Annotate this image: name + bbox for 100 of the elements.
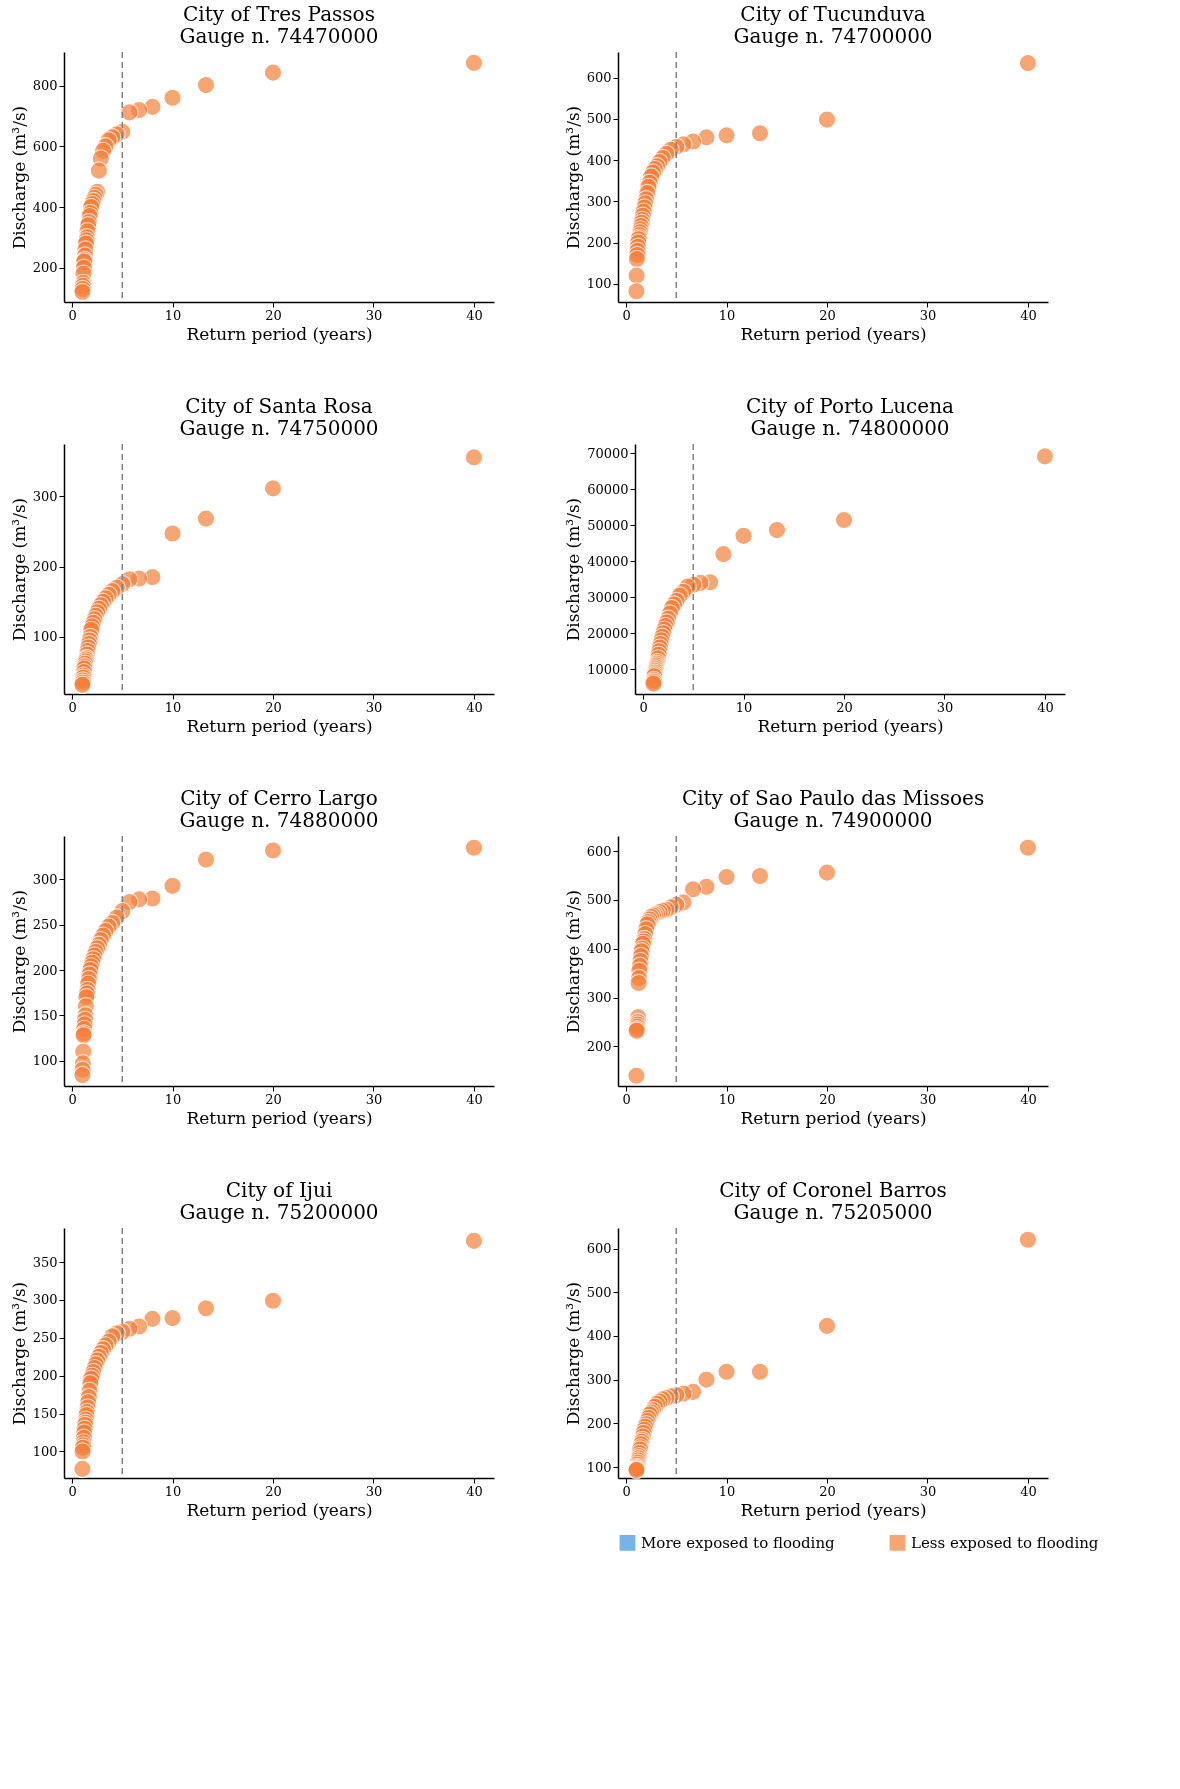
y-tick-label: 30000 <box>587 589 629 605</box>
x-tick-label: 30 <box>919 307 937 323</box>
chart-title: City of Santa Rosa <box>185 394 373 419</box>
x-tick-label: 40 <box>1020 1091 1037 1107</box>
y-tick-label: 300 <box>32 871 58 887</box>
y-tick-label: 200 <box>32 260 58 276</box>
y-tick-label: 600 <box>586 70 612 86</box>
y-tick-label: 300 <box>586 193 612 209</box>
x-axis-title: Return period (years) <box>740 1499 927 1520</box>
y-axis-title: Discharge (m³/s) <box>8 497 29 642</box>
x-tick-label: 10 <box>164 1483 182 1499</box>
x-tick-label: 0 <box>68 1091 77 1107</box>
x-tick-label: 20 <box>265 307 282 323</box>
x-tick-label: 10 <box>718 1483 736 1499</box>
y-tick-label: 500 <box>586 1284 612 1300</box>
y-axis-title: Discharge (m³/s) <box>8 889 29 1034</box>
y-tick-label: 100 <box>32 629 58 645</box>
x-tick-label: 40 <box>466 307 483 323</box>
x-tick-label: 10 <box>164 307 182 323</box>
y-tick-label: 200 <box>586 235 612 251</box>
x-tick-label: 40 <box>1020 307 1037 323</box>
x-tick-label: 40 <box>1037 699 1054 715</box>
y-axis-title: Discharge (m³/s) <box>563 497 584 642</box>
y-tick-label: 200 <box>586 1038 612 1054</box>
y-tick-label: 150 <box>32 1007 58 1023</box>
x-tick-label: 30 <box>365 307 383 323</box>
y-axis-title: Discharge (m³/s) <box>562 105 583 250</box>
y-tick-label: 200 <box>586 1415 612 1431</box>
y-tick-label: 60000 <box>587 481 629 497</box>
y-tick-label: 100 <box>586 1459 612 1475</box>
x-tick-label: 20 <box>819 1483 836 1499</box>
legend-label: Less exposed to flooding <box>911 1533 1099 1552</box>
chart-title: City of Ijui <box>225 1178 333 1203</box>
x-tick-label: 0 <box>68 1483 77 1499</box>
y-tick-label: 50000 <box>587 517 629 533</box>
x-tick-label: 0 <box>622 1483 631 1499</box>
y-axis-title: Discharge (m³/s) <box>8 1281 29 1426</box>
y-tick-label: 500 <box>586 111 612 127</box>
y-tick-label: 350 <box>32 1254 58 1270</box>
y-tick-label: 100 <box>586 276 612 292</box>
x-tick-label: 40 <box>466 1483 483 1499</box>
y-tick-label: 100 <box>32 1053 58 1069</box>
chart-subtitle: Gauge n. 74750000 <box>179 416 379 441</box>
chart-subtitle: Gauge n. 74470000 <box>179 24 379 49</box>
x-tick-label: 20 <box>819 307 836 323</box>
x-tick-label: 20 <box>836 699 853 715</box>
y-tick-label: 200 <box>32 1368 58 1384</box>
y-tick-label: 400 <box>586 941 612 957</box>
y-tick-label: 250 <box>32 1330 58 1346</box>
x-tick-label: 30 <box>365 1091 383 1107</box>
y-tick-label: 250 <box>32 917 58 933</box>
x-tick-label: 10 <box>718 307 736 323</box>
y-tick-label: 200 <box>32 559 58 575</box>
chart-subtitle: Gauge n. 74880000 <box>179 808 379 833</box>
y-tick-label: 500 <box>586 892 612 908</box>
y-tick-label: 600 <box>586 843 612 859</box>
y-tick-label: 400 <box>32 199 58 215</box>
x-axis-title: Return period (years) <box>740 323 927 344</box>
y-tick-label: 300 <box>32 488 58 504</box>
x-tick-label: 10 <box>164 1091 182 1107</box>
x-axis-title: Return period (years) <box>186 323 373 344</box>
x-axis-title: Return period (years) <box>186 1107 373 1128</box>
x-axis-title: Return period (years) <box>186 715 373 736</box>
chart-title: City of Cerro Largo <box>180 786 378 811</box>
x-tick-label: 20 <box>265 699 282 715</box>
y-tick-label: 10000 <box>587 661 629 677</box>
x-axis-title: Return period (years) <box>740 1107 927 1128</box>
y-tick-label: 600 <box>586 1241 612 1257</box>
x-tick-label: 10 <box>164 699 182 715</box>
x-tick-label: 10 <box>718 1091 736 1107</box>
chart-subtitle: Gauge n. 74900000 <box>733 808 933 833</box>
x-tick-label: 30 <box>919 1091 937 1107</box>
y-axis-title: Discharge (m³/s) <box>562 1281 583 1426</box>
chart-title: City of Tres Passos <box>183 2 375 27</box>
x-tick-label: 20 <box>819 1091 836 1107</box>
y-axis-title: Discharge (m³/s) <box>8 105 29 250</box>
y-tick-label: 20000 <box>587 625 629 641</box>
chart-subtitle: Gauge n. 75205000 <box>733 1200 933 1225</box>
y-tick-label: 800 <box>32 78 58 94</box>
x-tick-label: 0 <box>639 699 648 715</box>
y-axis-title: Discharge (m³/s) <box>562 889 583 1034</box>
x-tick-label: 40 <box>466 1091 483 1107</box>
y-tick-label: 300 <box>586 1372 612 1388</box>
y-tick-label: 150 <box>32 1406 58 1422</box>
chart-title: City of Coronel Barros <box>719 1178 947 1203</box>
y-tick-label: 300 <box>586 990 612 1006</box>
x-axis-title: Return period (years) <box>186 1499 373 1520</box>
x-tick-label: 30 <box>365 1483 383 1499</box>
x-tick-label: 30 <box>936 699 954 715</box>
x-tick-label: 20 <box>265 1091 282 1107</box>
y-tick-label: 600 <box>32 138 58 154</box>
x-tick-label: 30 <box>365 699 383 715</box>
x-tick-label: 40 <box>466 699 483 715</box>
x-tick-label: 0 <box>68 699 77 715</box>
y-tick-label: 400 <box>586 152 612 168</box>
y-tick-label: 200 <box>32 962 58 978</box>
x-tick-label: 10 <box>735 699 753 715</box>
chart-title: City of Porto Lucena <box>746 394 955 419</box>
legend-label: More exposed to flooding <box>641 1533 836 1552</box>
x-tick-label: 40 <box>1020 1483 1037 1499</box>
